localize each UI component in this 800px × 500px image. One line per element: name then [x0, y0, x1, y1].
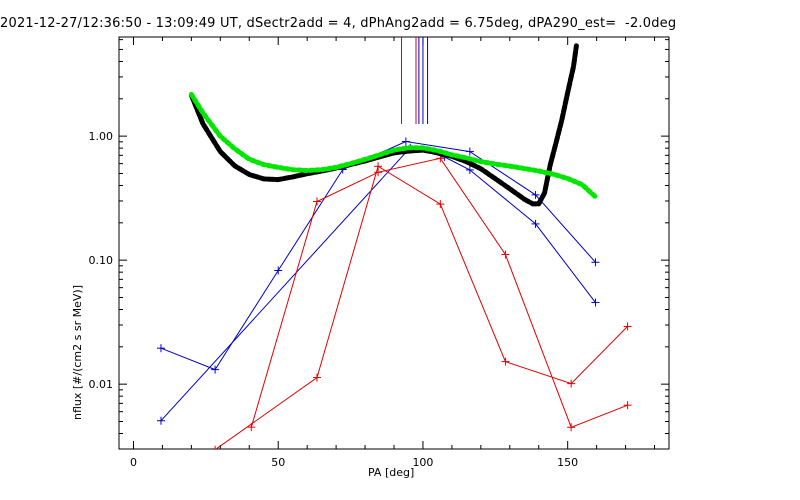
x-axis-label: PA [deg] — [368, 466, 415, 479]
axis-tick-labels: 0 50 100 150 0.01 0.10 1.00 — [89, 130, 579, 469]
y-tick-label: 0.10 — [89, 254, 114, 267]
plus-marker — [623, 401, 632, 410]
x-tick-label: 150 — [557, 456, 578, 469]
plus-marker — [156, 344, 165, 353]
model-curve-green — [188, 91, 600, 201]
plus-marker — [501, 250, 510, 259]
y-tick-label: 0.01 — [89, 378, 114, 391]
plus-marker — [156, 416, 165, 425]
plus-marker — [623, 322, 632, 331]
plus-marker — [436, 200, 445, 209]
vertical-markers — [401, 37, 429, 124]
plus-marker — [465, 147, 474, 156]
y-tick-label: 1.00 — [89, 130, 114, 143]
plus-marker — [567, 423, 576, 432]
x-tick-label: 50 — [271, 456, 285, 469]
axis-ticks — [119, 37, 669, 450]
plus-marker — [501, 357, 510, 366]
plus-marker — [591, 258, 600, 267]
plus-marker — [531, 219, 540, 228]
plus-marker — [401, 137, 410, 146]
plus-marker — [374, 168, 383, 177]
plus-marker — [313, 197, 321, 206]
x-tick-label: 0 — [130, 456, 137, 469]
data-series — [156, 43, 632, 449]
model-curve-black — [188, 43, 579, 207]
plus-marker — [313, 373, 321, 382]
plus-marker — [247, 423, 256, 432]
plus-marker — [274, 266, 283, 275]
plus-marker — [211, 365, 220, 374]
plus-marker — [465, 165, 474, 174]
plus-marker — [591, 298, 600, 307]
x-tick-label: 100 — [412, 456, 433, 469]
series-line — [160, 147, 596, 422]
plus-marker — [531, 190, 540, 199]
series-line — [215, 165, 628, 449]
chart-title: 2021-12-27/12:36:50 - 13:09:49 UT, dSect… — [0, 16, 677, 31]
plus-marker — [214, 445, 216, 449]
plot-frame — [118, 36, 670, 450]
plus-marker — [567, 379, 576, 388]
y-axis-label: nflux [#/(cm2 s sr MeV)] — [71, 285, 84, 420]
